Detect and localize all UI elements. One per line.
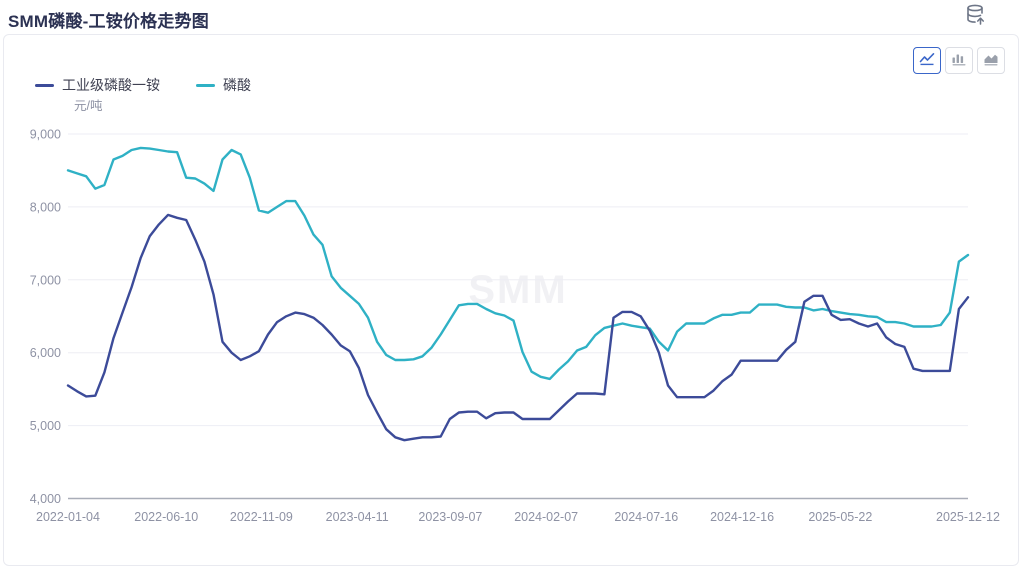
y-tick-label: 4,000: [30, 492, 61, 506]
legend-marker-phosphoric-acid: [196, 83, 215, 87]
legend: 工业级磷酸一铵 磷酸: [35, 75, 251, 95]
line-chart-icon: [919, 52, 935, 69]
series-line-1: [66, 213, 970, 442]
chart-type-toolbar: [913, 47, 1005, 74]
y-tick-label: 6,000: [30, 346, 61, 360]
legend-marker-industrial-map: [35, 83, 54, 87]
area-chart-button[interactable]: [977, 47, 1005, 74]
legend-label-industrial-map: 工业级磷酸一铵: [62, 77, 160, 93]
legend-item-phosphoric-acid[interactable]: 磷酸: [196, 75, 251, 95]
x-tick-label: 2023-04-11: [326, 510, 389, 524]
x-tick-label: 2022-01-04: [36, 510, 100, 524]
chart-card: 工业级磷酸一铵 磷酸: [3, 34, 1019, 566]
y-tick-label: 7,000: [30, 273, 61, 287]
bar-chart-icon: [951, 52, 967, 69]
area-chart-icon: [983, 52, 999, 69]
series-line-0: [66, 146, 970, 381]
x-tick-label: 2022-06-10: [134, 510, 198, 524]
x-tick-label: 2023-09-07: [418, 510, 482, 524]
x-tick-label: 2024-12-16: [710, 510, 774, 524]
x-tick-label: 2025-05-22: [808, 510, 872, 524]
page-title: SMM磷酸-工铵价格走势图: [8, 12, 209, 31]
database-upload-icon[interactable]: [964, 3, 988, 32]
legend-label-phosphoric-acid: 磷酸: [223, 77, 251, 93]
line-chart-button[interactable]: [913, 47, 941, 74]
y-tick-label: 5,000: [30, 419, 61, 433]
y-axis-unit-label: 元/吨: [74, 99, 103, 113]
x-tick-label: 2024-07-16: [614, 510, 678, 524]
legend-item-industrial-map[interactable]: 工业级磷酸一铵: [35, 75, 160, 95]
smm-watermark: SMM: [468, 268, 567, 312]
bar-chart-button[interactable]: [945, 47, 973, 74]
x-tick-label: 2022-11-09: [230, 510, 293, 524]
y-tick-label: 8,000: [30, 200, 61, 214]
y-tick-label: 9,000: [30, 128, 61, 142]
x-tick-label: 2024-02-07: [514, 510, 578, 524]
x-tick-label: 2025-12-12: [936, 510, 1000, 524]
